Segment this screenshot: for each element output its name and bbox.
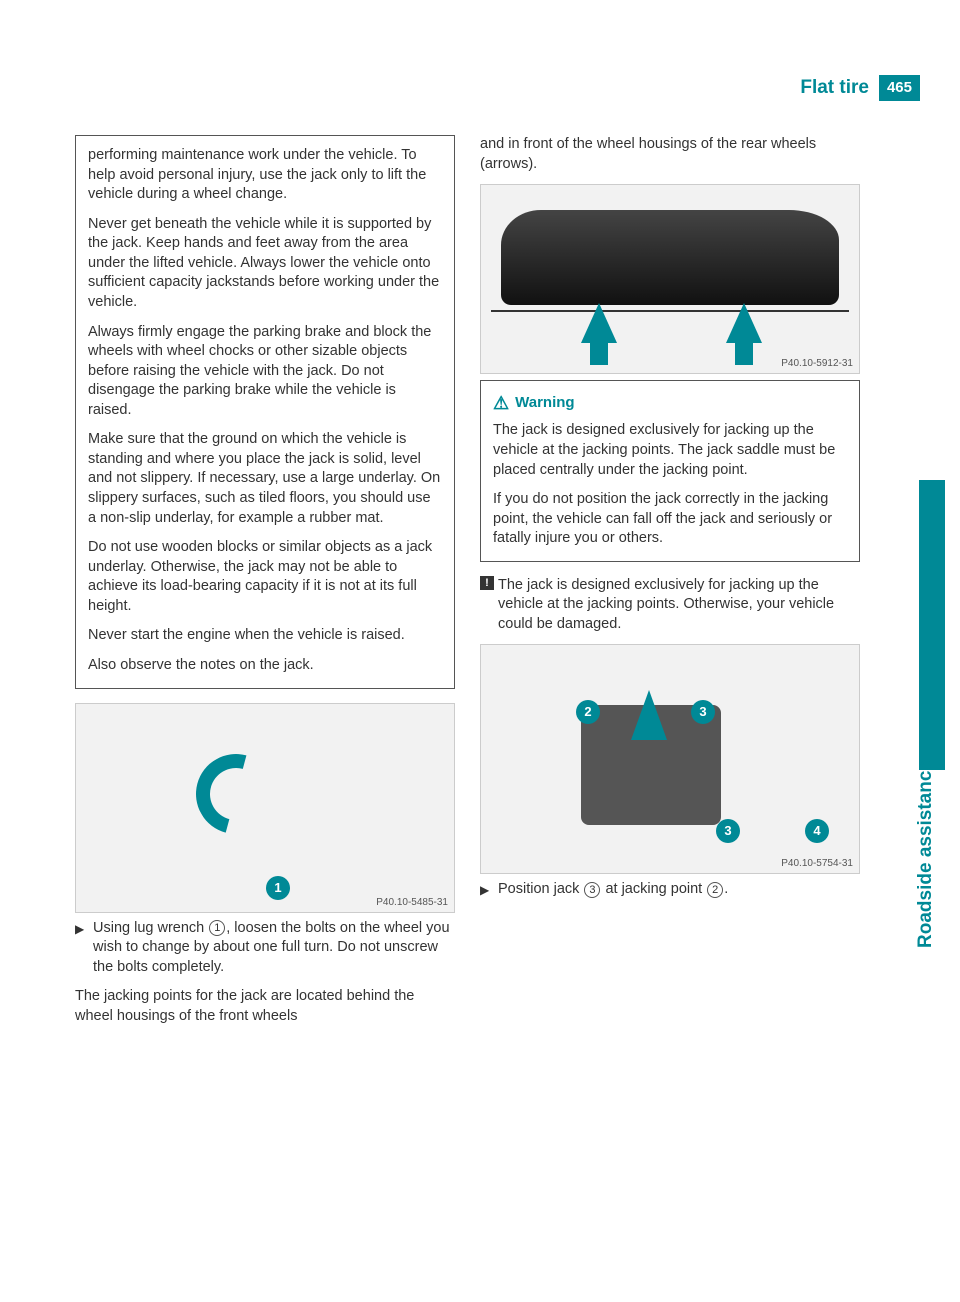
step-text: Position jack: [498, 881, 583, 897]
arrow-up-icon: [631, 690, 667, 740]
figure-reference: P40.10-5754-31: [781, 858, 853, 869]
left-column: performing maintenance work under the ve…: [75, 135, 455, 1036]
body-paragraph: The jacking points for the jack are loca…: [75, 987, 455, 1026]
warning-paragraph: performing maintenance work under the ve…: [88, 146, 442, 205]
callout-3b: 3: [716, 819, 740, 843]
body-paragraph: and in front of the wheel housings of th…: [480, 135, 860, 174]
warning-triangle-icon: ⚠: [493, 391, 509, 415]
page-header: Flat tire 465: [800, 75, 920, 101]
page-number: 465: [879, 75, 920, 101]
step-marker-icon: ▶: [75, 921, 84, 937]
right-column: and in front of the wheel housings of th…: [480, 135, 860, 1036]
step-text: at jacking point: [601, 881, 706, 897]
warning-paragraph: Also observe the notes on the jack.: [88, 656, 442, 676]
inline-callout: 1: [209, 920, 225, 936]
inline-callout: 2: [707, 882, 723, 898]
section-title: Flat tire: [800, 75, 879, 101]
figure-reference: P40.10-5912-31: [781, 358, 853, 369]
arrow-stem: [735, 340, 753, 365]
arrow-up-icon: [581, 303, 617, 343]
important-note: ! The jack is designed exclusively for j…: [480, 576, 860, 635]
warning-paragraph: Never start the engine when the vehicle …: [88, 626, 442, 646]
warning-box-2: ⚠ Warning The jack is designed exclusive…: [480, 380, 860, 562]
car-silhouette-icon: [501, 210, 839, 305]
note-marker-icon: !: [480, 576, 494, 590]
warning-paragraph: Make sure that the ground on which the v…: [88, 430, 442, 528]
warning-label: Warning: [515, 393, 574, 413]
warning-paragraph: Do not use wooden blocks or similar obje…: [88, 538, 442, 616]
rotation-arrow-icon: [181, 739, 290, 848]
content-area: performing maintenance work under the ve…: [75, 135, 900, 1036]
callout-1: 1: [266, 876, 290, 900]
figure-jacking-points: P40.10-5912-31: [480, 184, 860, 374]
warning-paragraph: The jack is designed exclusively for jac…: [493, 421, 847, 480]
side-tab: [919, 480, 945, 770]
side-section-label: Roadside assistance: [915, 760, 937, 948]
warning-heading: ⚠ Warning: [493, 391, 847, 415]
instruction-step: ▶ Using lug wrench 1, loosen the bolts o…: [75, 919, 455, 978]
arrow-up-icon: [726, 303, 762, 343]
instruction-step: ▶ Position jack 3 at jacking point 2.: [480, 880, 860, 900]
warning-paragraph: Never get beneath the vehicle while it i…: [88, 215, 442, 313]
warning-paragraph: Always firmly engage the parking brake a…: [88, 323, 442, 421]
inline-callout: 3: [584, 882, 600, 898]
warning-paragraph: If you do not position the jack correctl…: [493, 490, 847, 549]
figure-jack-position: 2 3 3 4 P40.10-5754-31: [480, 644, 860, 874]
ground-line: [491, 310, 849, 312]
figure-reference: P40.10-5485-31: [376, 897, 448, 908]
arrow-stem: [590, 340, 608, 365]
note-text: The jack is designed exclusively for jac…: [498, 577, 834, 632]
step-text: .: [724, 881, 728, 897]
step-text: Using lug wrench: [93, 920, 208, 936]
step-marker-icon: ▶: [480, 882, 489, 898]
callout-4: 4: [805, 819, 829, 843]
warning-box-1: performing maintenance work under the ve…: [75, 135, 455, 689]
figure-lug-wrench: 1 P40.10-5485-31: [75, 703, 455, 913]
